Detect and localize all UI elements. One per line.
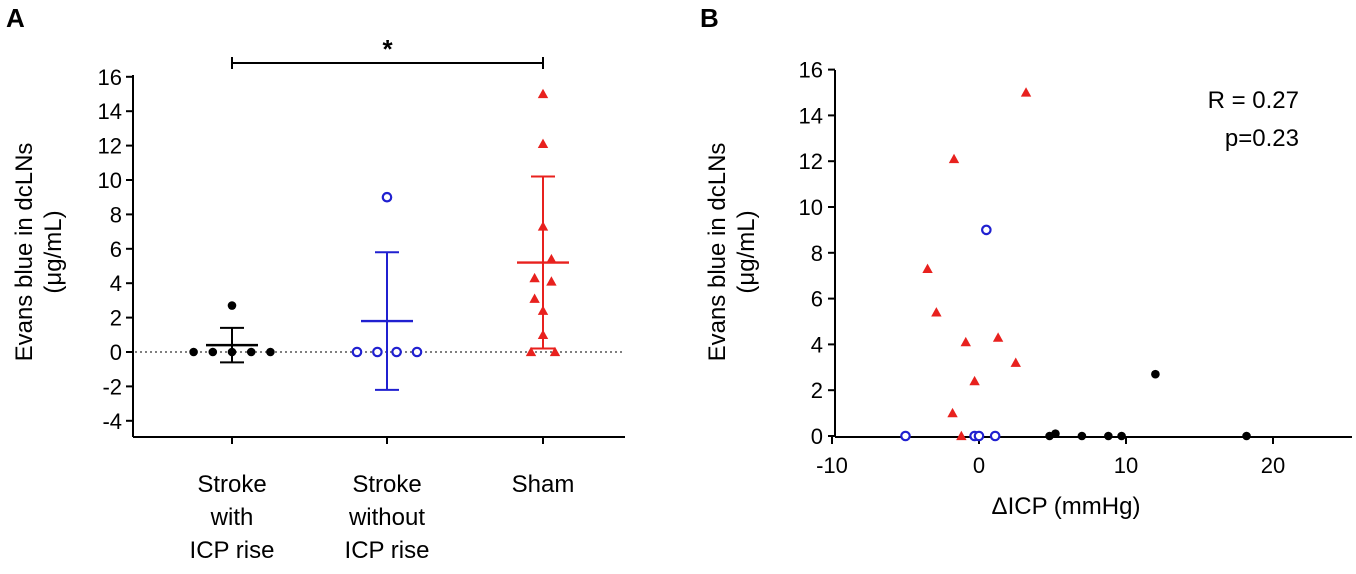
data-point: [208, 347, 218, 357]
y-tick-label: 16: [799, 58, 823, 83]
panel-a-y-ticks: 16 14 12 10 8 6 4 2 0 -2 -4: [98, 65, 133, 434]
data-point: [969, 375, 980, 386]
y-tick-label: 12: [98, 134, 122, 159]
data-point: [989, 430, 1001, 442]
data-point: [189, 347, 198, 357]
y-tick-label: 14: [98, 99, 122, 124]
category-label: ICP rise: [345, 537, 430, 564]
category-label: with: [210, 504, 254, 531]
data-point: [351, 346, 363, 358]
panel-b-xlabel: ΔICP (mmHg): [992, 493, 1141, 520]
y-tick-label: 6: [811, 287, 823, 312]
data-point: [411, 346, 423, 358]
data-point: [246, 347, 256, 357]
y-tick-label: 10: [799, 195, 823, 220]
y-tick-label: 16: [98, 65, 122, 90]
data-point: [391, 346, 402, 358]
panel-a-letter: A: [6, 3, 25, 33]
category-label: without: [348, 504, 425, 531]
y-tick-label: -4: [102, 409, 122, 434]
x-tick-label: 10: [1114, 453, 1138, 478]
data-point: [537, 88, 549, 99]
data-point: [525, 346, 537, 357]
data-point: [948, 153, 960, 164]
data-point: [931, 307, 942, 317]
data-point: [546, 276, 557, 286]
data-point: [992, 332, 1004, 342]
data-point: [537, 138, 549, 149]
y-tick-label: 14: [799, 103, 823, 128]
y-tick-label: 0: [110, 340, 122, 365]
category-label: Stroke: [352, 471, 421, 498]
data-point: [960, 336, 971, 347]
panel-a-plot: *: [135, 34, 625, 391]
data-point: [372, 346, 383, 358]
y-tick-label: 6: [110, 237, 122, 262]
data-point: [1051, 429, 1060, 439]
panel-b-x-ticks: -10 0 10 20: [816, 437, 1285, 478]
data-point: [973, 430, 985, 442]
data-point: [537, 221, 549, 231]
y-tick-label: 4: [811, 332, 823, 357]
y-tick-label: -2: [102, 374, 122, 399]
panel-a-ylabel: Evans blue in dcLNs (μg/mL): [11, 143, 67, 362]
x-tick-label: -10: [816, 453, 848, 478]
data-point: [227, 301, 237, 310]
y-tick-label: 10: [98, 168, 122, 193]
panel-b-plot: [900, 87, 1251, 442]
y-tick-label: 8: [110, 202, 122, 227]
data-point: [537, 305, 549, 315]
data-point: [266, 347, 275, 357]
data-point: [381, 191, 393, 203]
data-point: [922, 263, 933, 273]
panel-b-letter: B: [700, 3, 719, 33]
panel-a-category-labels: Stroke with ICP rise Stroke without ICP rise S…: [190, 471, 575, 564]
y-tick-label: 4: [110, 271, 122, 296]
panel-b-ylabel: Evans blue in dcLNs (μg/mL): [704, 143, 760, 362]
y-tick-label: 2: [811, 378, 823, 403]
data-point: [900, 430, 911, 442]
category-label: Sham: [512, 471, 575, 498]
data-point: [529, 272, 540, 283]
data-point: [529, 293, 540, 303]
category-label: ICP rise: [190, 537, 275, 564]
data-point: [549, 346, 561, 357]
y-tick-label: 8: [811, 241, 823, 266]
data-point: [1117, 431, 1126, 441]
data-point: [537, 329, 549, 339]
significance-star: *: [382, 34, 393, 64]
data-point: [1077, 431, 1087, 441]
data-point: [1151, 369, 1160, 379]
data-point: [956, 430, 967, 441]
panel-b-correlation-p: p=0.23: [1225, 125, 1299, 152]
data-point: [546, 253, 557, 264]
panel-a-x-ticks: [231, 437, 544, 444]
panel-b-y-ticks: 16 14 12 10 8 6 4 2 0: [799, 58, 835, 449]
panel-a-ylabel-line1: Evans blue in dcLNs: [11, 143, 38, 362]
data-point: [1242, 431, 1251, 441]
x-tick-label: 20: [1261, 453, 1285, 478]
data-point: [1104, 431, 1113, 441]
data-point: [1020, 87, 1032, 97]
data-point: [1010, 357, 1021, 367]
data-point: [227, 347, 237, 357]
y-tick-label: 12: [799, 149, 823, 174]
data-point: [981, 224, 992, 236]
data-point: [947, 407, 958, 418]
panel-b-ylabel-line1: Evans blue in dcLNs: [704, 143, 731, 362]
y-tick-label: 2: [110, 306, 122, 331]
x-tick-label: 0: [973, 453, 985, 478]
panel-a-ylabel-line2: (μg/mL): [40, 210, 67, 293]
panel-b-ylabel-line2: (μg/mL): [733, 210, 760, 293]
panel-b-correlation-r: R = 0.27: [1208, 87, 1299, 114]
y-tick-label: 0: [811, 424, 823, 449]
category-label: Stroke: [197, 471, 266, 498]
